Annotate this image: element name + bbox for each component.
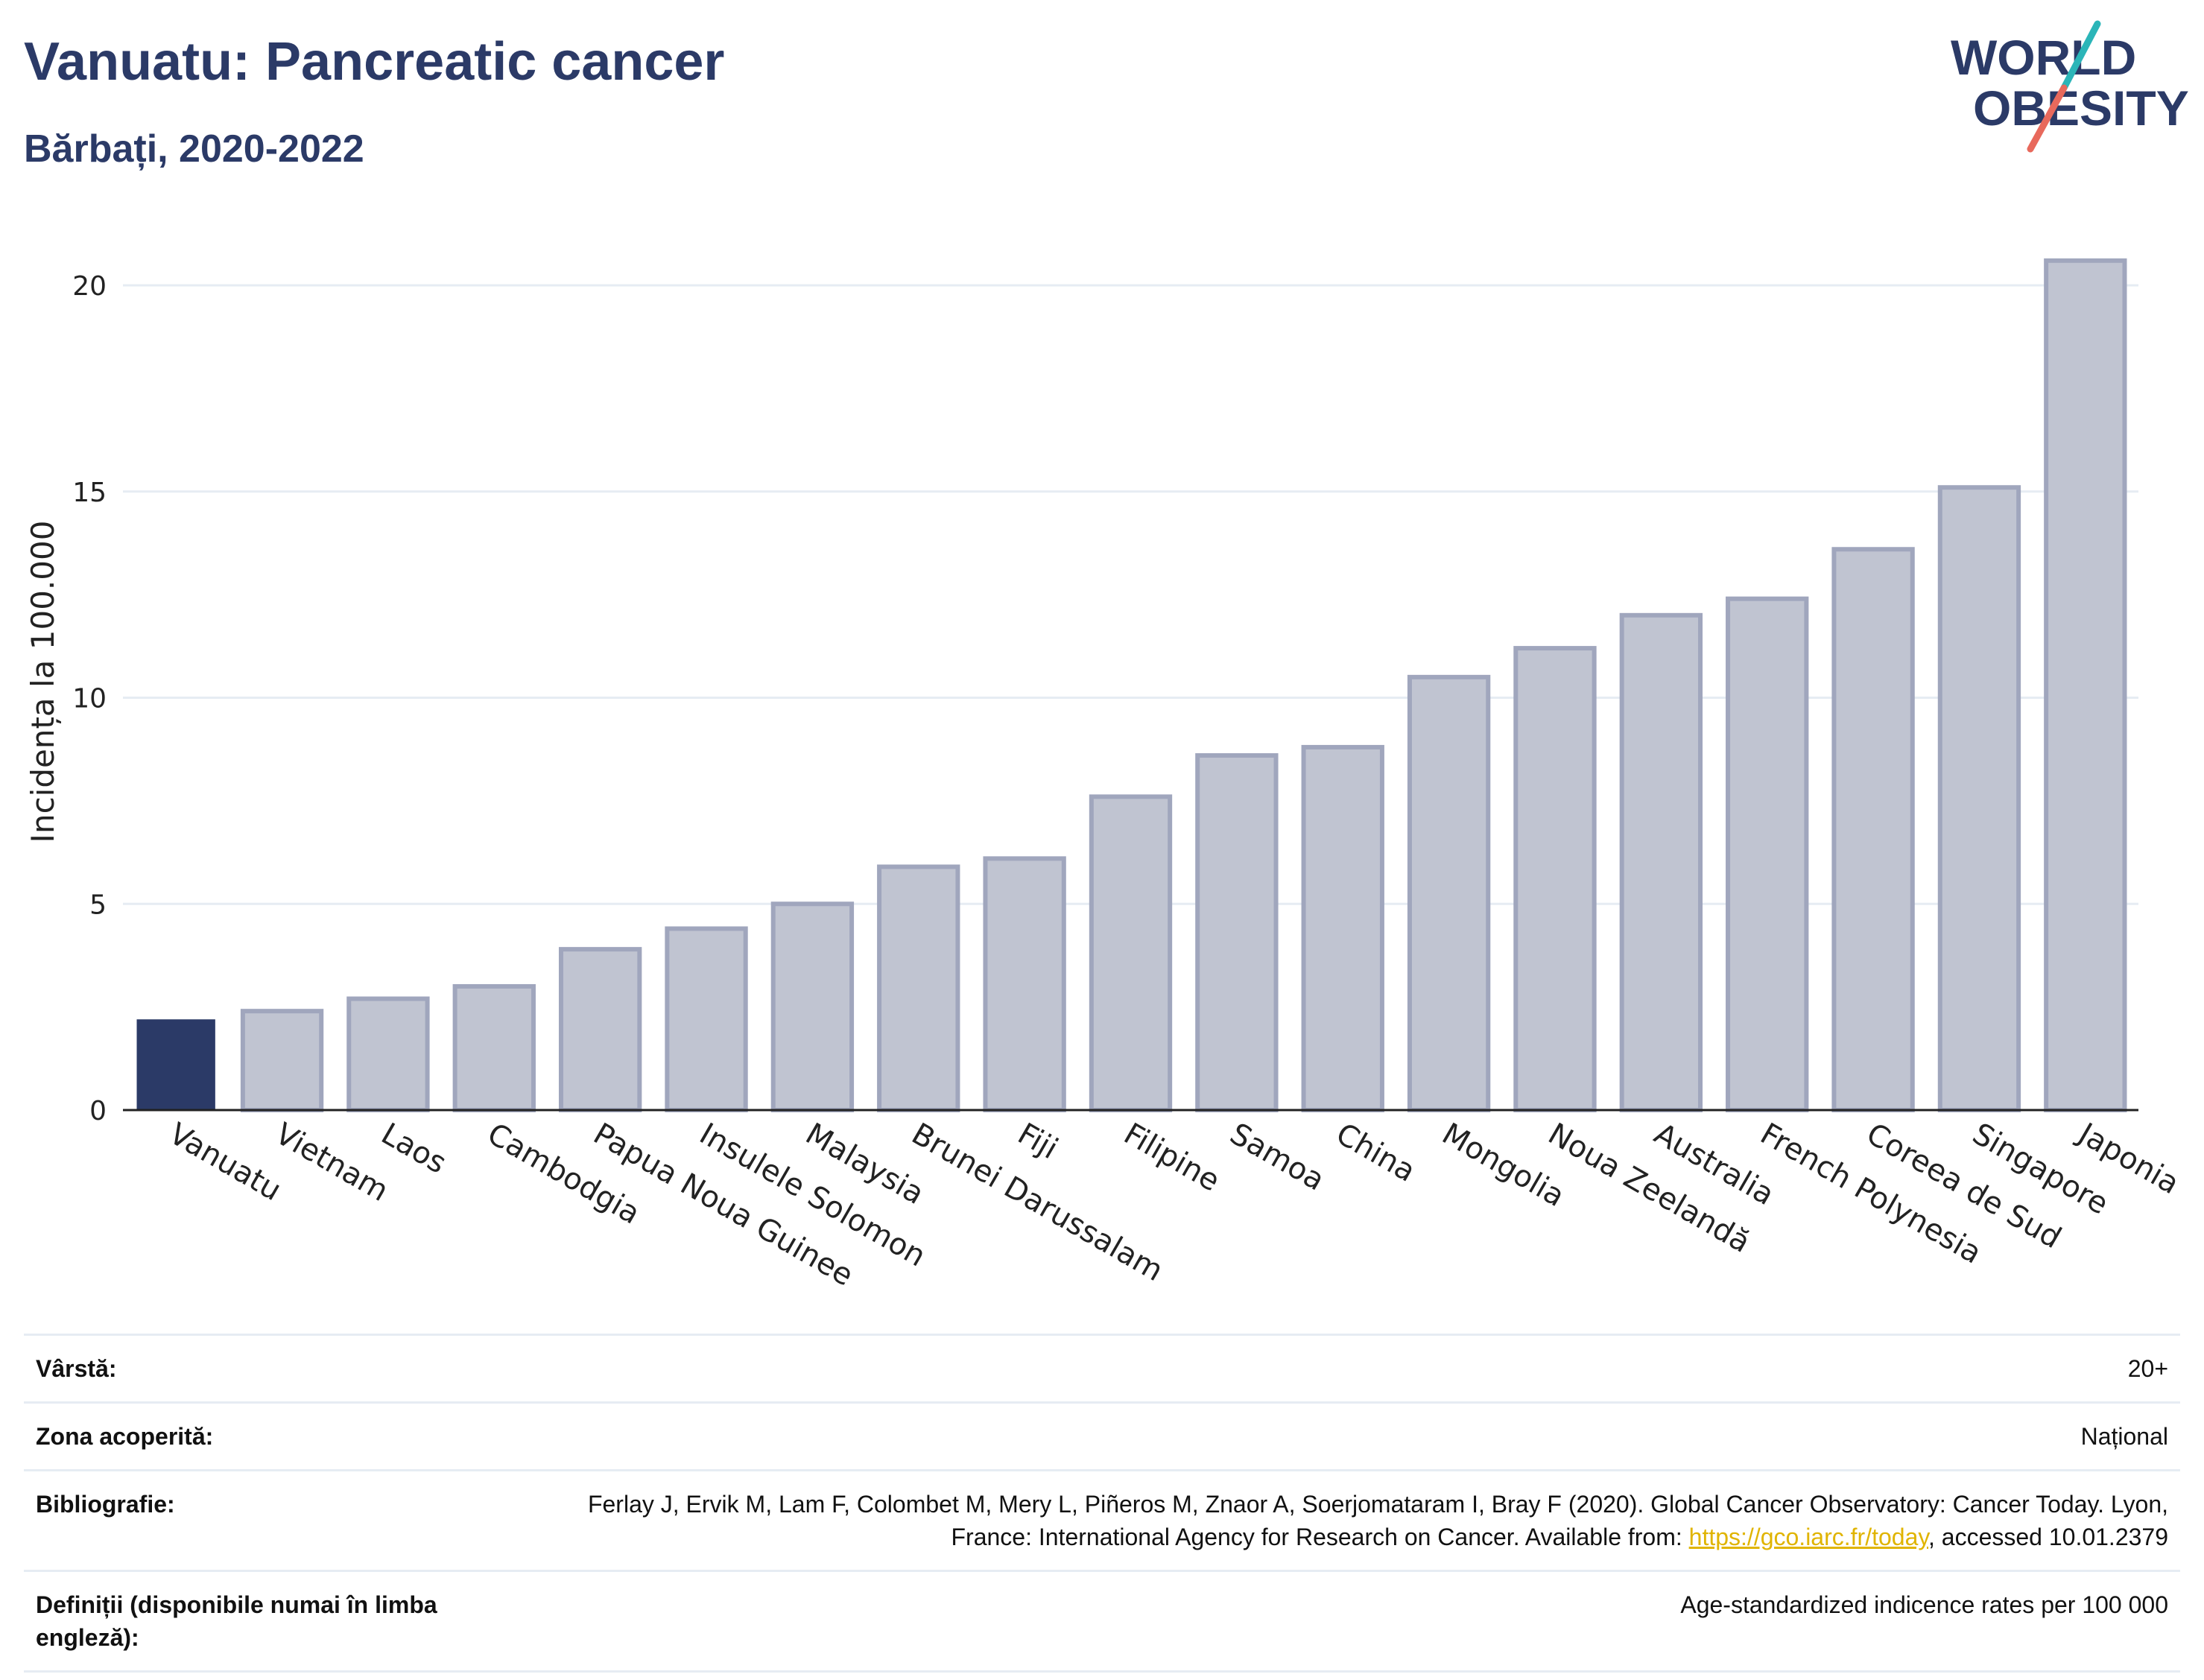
x-tick-label: China	[1330, 1117, 1421, 1189]
info-value-bibliography: Ferlay J, Ervik M, Lam F, Colombet M, Me…	[566, 1488, 2168, 1553]
x-tick-label: Vanuatu	[163, 1117, 287, 1208]
bar	[240, 1009, 324, 1113]
x-tick-label: Mongolia	[1437, 1117, 1571, 1214]
logo-slash-teal	[2060, 20, 2101, 92]
bar	[770, 901, 855, 1112]
bar	[1301, 744, 1384, 1112]
bar	[665, 926, 748, 1112]
bar	[1831, 547, 1915, 1113]
logo-word-world: WORLD	[1951, 30, 2136, 85]
world-obesity-logo: WORLD OBESITY	[1951, 20, 2189, 153]
info-row-bibliography: Bibliografie: Ferlay J, Ervik M, Lam F, …	[24, 1469, 2180, 1570]
bibliography-accessed: , accessed 10.01.2379	[1928, 1524, 2168, 1550]
bar	[1513, 646, 1597, 1112]
x-tick-label: Vietnam	[270, 1117, 394, 1208]
info-label-age: Vârstă:	[36, 1355, 117, 1382]
info-row-age: Vârstă: 20+	[24, 1334, 2180, 1401]
x-tick-label: Filipine	[1118, 1117, 1226, 1199]
bar	[1407, 674, 1491, 1112]
info-value-age: 20+	[2127, 1355, 2168, 1382]
info-row-definitions: Definiții (disponibile numai în limba en…	[24, 1570, 2180, 1673]
y-tick-label: 0	[89, 1096, 107, 1126]
chart-subtitle: Bărbați, 2020-2022	[24, 127, 364, 171]
y-tick-label: 15	[72, 478, 107, 508]
x-tick-label: Fiji	[1012, 1117, 1063, 1167]
info-row-coverage: Zona acoperită: Național	[24, 1401, 2180, 1469]
y-tick-label: 5	[89, 890, 107, 920]
logo-slash-red	[2027, 84, 2068, 153]
bar	[136, 1019, 215, 1110]
bar	[1937, 485, 2021, 1112]
bar	[1726, 596, 1809, 1112]
y-tick-label: 10	[72, 684, 107, 714]
x-tick-label: Samoa	[1224, 1117, 1330, 1198]
chart-title: Vanuatu: Pancreatic cancer	[24, 32, 725, 92]
info-value-coverage: Național	[2080, 1423, 2168, 1450]
info-label-coverage: Zona acoperită:	[36, 1423, 214, 1450]
y-tick-label: 20	[72, 271, 107, 302]
bar	[452, 983, 536, 1112]
bar	[1195, 753, 1279, 1112]
info-table: Vârstă: 20+ Zona acoperită: Național Bib…	[24, 1334, 2180, 1673]
x-tick-label: Laos	[376, 1117, 452, 1181]
bar	[558, 947, 642, 1112]
bar	[346, 996, 430, 1112]
bar	[983, 856, 1066, 1112]
bar	[2044, 258, 2127, 1112]
logo-word-obesity: OBESITY	[1973, 80, 2189, 136]
info-label-definitions: Definiții (disponibile numai în limba en…	[36, 1591, 437, 1651]
y-axis-title: Incidența la 100.000	[25, 521, 61, 843]
bar	[1619, 612, 1703, 1112]
info-label-bibliography: Bibliografie:	[36, 1491, 175, 1518]
bibliography-link[interactable]: https://gco.iarc.fr/today	[1688, 1524, 1928, 1550]
info-value-definitions: Age-standardized indicence rates per 100…	[1680, 1591, 2168, 1618]
bibliography-text: Ferlay J, Ervik M, Lam F, Colombet M, Me…	[587, 1491, 2168, 1550]
bar	[877, 864, 960, 1112]
bar	[1089, 794, 1173, 1112]
